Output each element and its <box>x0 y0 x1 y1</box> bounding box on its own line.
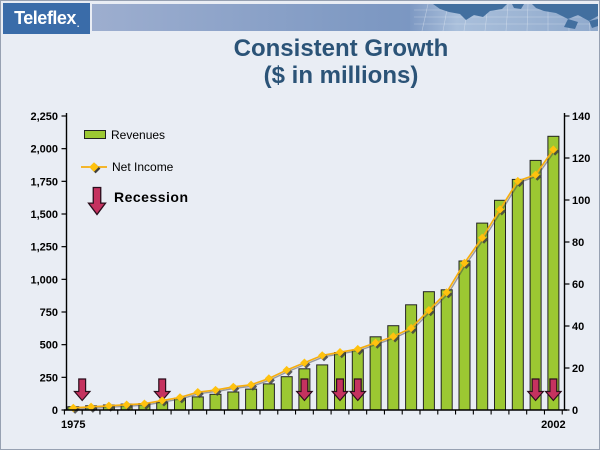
net-income-line <box>73 149 555 409</box>
revenue-bar <box>191 396 204 411</box>
diamond-marker <box>478 233 487 242</box>
left-axis-tick-label: 2,250 <box>30 111 58 123</box>
diamond-marker <box>353 344 362 354</box>
revenue-bar <box>494 199 506 411</box>
diamond-marker <box>424 306 434 315</box>
right-axis-tick-label: 140 <box>572 111 590 123</box>
diamond-marker <box>513 176 522 186</box>
recession-arrow-marker <box>348 378 367 402</box>
revenue-bar <box>458 260 471 411</box>
diamond-marker <box>246 380 256 389</box>
legend-label-revenues: Revenues <box>111 128 166 142</box>
recession-arrow-marker <box>295 378 314 402</box>
left-axis-tick-label: 1,750 <box>30 176 58 188</box>
legend-item-recession: Recession <box>87 186 194 216</box>
world-map-graphic <box>92 3 598 32</box>
diamond-marker <box>335 348 345 357</box>
right-axis-tick-label: 40 <box>572 321 584 333</box>
diamond-marker <box>549 145 558 154</box>
left-axis-tick-label: 250 <box>40 372 58 384</box>
map-continents <box>433 4 598 29</box>
recession-arrow-icon <box>87 186 107 216</box>
revenue-bar <box>405 304 418 411</box>
legend-label-recession: Recession <box>114 189 189 205</box>
diamond-marker <box>158 396 167 405</box>
diamond-marker <box>264 374 274 383</box>
diamond-marker <box>300 358 309 367</box>
diamond-marker <box>86 402 96 412</box>
diamond-marker <box>442 288 451 297</box>
axes <box>64 113 567 411</box>
left-axis-tick-label: 1,250 <box>30 242 58 254</box>
recession-arrow-marker <box>544 378 563 402</box>
diamond-marker <box>122 400 131 409</box>
right-axis-tick-label: 100 <box>572 195 590 207</box>
diamond-marker <box>175 393 185 402</box>
revenue-bar <box>262 383 275 411</box>
revenue-bar <box>245 388 258 411</box>
diamond-marker <box>531 170 540 179</box>
diamond-marker <box>140 399 149 408</box>
diamond-marker <box>193 387 202 397</box>
title-line-2: ($ in millions) <box>263 62 419 89</box>
net-income-line-shadow <box>74 150 556 410</box>
diamond-marker <box>211 385 220 395</box>
diamond-marker <box>406 323 416 333</box>
revenue-bar <box>547 135 560 411</box>
recession-arrow-marker <box>330 378 350 402</box>
net-income-marker-icon <box>81 162 107 174</box>
diamond-marker <box>389 332 398 341</box>
right-axis-tick-label: 60 <box>572 279 584 291</box>
legend-item-net-income: Net Income <box>80 159 173 175</box>
revenue-bar <box>529 159 542 411</box>
tick-labels: 0 250 500 750 1,000 1,250 1,500 1,750 2,000 2,250… <box>30 111 590 431</box>
diamond-marker <box>104 401 114 410</box>
revenue-bar <box>209 393 222 411</box>
revenue-bar <box>369 336 382 411</box>
left-axis-tick-label: 500 <box>40 340 58 352</box>
diamond-marker <box>282 365 291 375</box>
left-axis-tick-label: 2,000 <box>30 144 58 156</box>
slide-title: Consistent Growth ($ in millions) <box>81 35 599 89</box>
logo-trademark-dot: . <box>76 19 80 29</box>
revenue-bar <box>280 376 293 411</box>
x-axis-year-label: 1975 <box>61 419 85 431</box>
recession-arrow-marker <box>153 378 172 402</box>
right-axis-tick-label: 20 <box>572 363 584 375</box>
title-line-1: Consistent Growth <box>233 35 449 62</box>
recession-arrow-marker <box>526 378 545 402</box>
revenue-bar <box>511 178 524 411</box>
header-banner <box>92 3 598 32</box>
diamond-marker <box>371 338 380 347</box>
legend-label-net-income: Net Income <box>112 160 174 174</box>
right-axis-tick-label: 80 <box>572 237 584 249</box>
logo-text: Teleflex <box>14 8 76 28</box>
revenue-bar <box>227 391 240 411</box>
revenues-bars <box>67 135 560 411</box>
recession-arrows <box>73 378 563 402</box>
revenue-bar <box>316 364 329 411</box>
x-axis-year-label: 2002 <box>541 419 565 431</box>
right-axis-tick-label: 120 <box>572 153 590 165</box>
revenue-bar <box>476 222 489 411</box>
revenue-bar <box>440 289 453 411</box>
diamond-marker <box>318 351 327 360</box>
revenues-swatch-icon <box>84 130 106 139</box>
diamond-marker <box>229 382 238 392</box>
left-axis-tick-label: 0 <box>52 405 58 417</box>
legend-item-revenues: Revenues <box>84 128 165 142</box>
teleflex-logo: Teleflex. <box>3 3 90 34</box>
right-axis-tick-label: 0 <box>572 405 578 417</box>
left-axis-tick-label: 750 <box>40 307 58 319</box>
diamond-marker <box>460 258 469 268</box>
diamond-marker <box>495 205 505 214</box>
left-axis-tick-label: 1,000 <box>30 274 58 286</box>
recession-arrow-marker <box>73 378 92 402</box>
net-income-markers <box>69 145 560 414</box>
left-axis-tick-label: 1,500 <box>30 209 58 221</box>
